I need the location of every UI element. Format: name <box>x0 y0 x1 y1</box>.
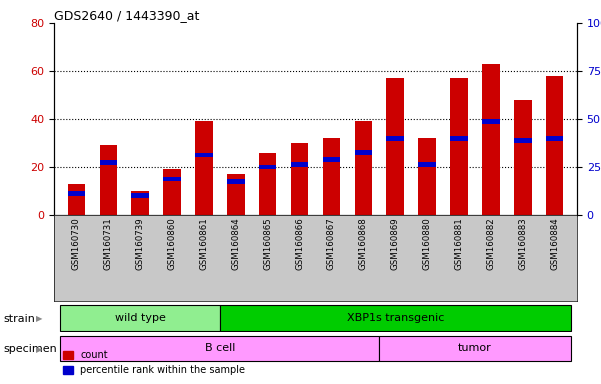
Bar <box>227 179 245 184</box>
Text: GSM160864: GSM160864 <box>231 218 240 270</box>
Bar <box>220 305 570 331</box>
Bar <box>450 136 468 141</box>
Bar <box>61 305 220 331</box>
Text: GSM160884: GSM160884 <box>550 218 559 270</box>
Legend: count, percentile rank within the sample: count, percentile rank within the sample <box>59 346 249 379</box>
Text: XBP1s transgenic: XBP1s transgenic <box>347 313 444 323</box>
Bar <box>514 138 531 143</box>
Bar <box>259 165 276 169</box>
Bar <box>259 152 276 215</box>
Text: GSM160739: GSM160739 <box>136 218 145 270</box>
Bar <box>195 152 213 157</box>
Bar <box>68 184 85 215</box>
Bar <box>291 162 308 167</box>
Bar <box>163 169 181 215</box>
Text: GSM160868: GSM160868 <box>359 218 368 270</box>
Text: GSM160867: GSM160867 <box>327 218 336 270</box>
Bar <box>386 136 404 141</box>
Bar <box>546 136 563 141</box>
Text: GSM160730: GSM160730 <box>72 218 81 270</box>
Text: wild type: wild type <box>115 313 166 323</box>
Bar <box>100 160 117 165</box>
Bar <box>355 121 372 215</box>
Bar <box>418 162 436 167</box>
Text: GSM160860: GSM160860 <box>168 218 177 270</box>
Bar <box>323 138 340 215</box>
Text: tumor: tumor <box>458 343 492 354</box>
Text: GSM160865: GSM160865 <box>263 218 272 270</box>
Text: GSM160882: GSM160882 <box>486 218 495 270</box>
Bar <box>450 78 468 215</box>
Bar <box>132 194 149 198</box>
Bar <box>355 150 372 155</box>
Text: GSM160881: GSM160881 <box>454 218 463 270</box>
Bar <box>482 64 499 215</box>
Text: ▶: ▶ <box>36 345 43 354</box>
Bar <box>195 121 213 215</box>
Text: GSM160866: GSM160866 <box>295 218 304 270</box>
Bar <box>386 78 404 215</box>
Bar <box>68 191 85 196</box>
Text: GSM160883: GSM160883 <box>518 218 527 270</box>
Bar <box>482 119 499 124</box>
Bar <box>291 143 308 215</box>
Text: B cell: B cell <box>205 343 235 354</box>
Bar <box>132 191 149 215</box>
Text: GDS2640 / 1443390_at: GDS2640 / 1443390_at <box>54 9 200 22</box>
Text: specimen: specimen <box>3 344 56 354</box>
Bar <box>514 100 531 215</box>
Bar <box>163 177 181 182</box>
Bar <box>227 174 245 215</box>
Bar <box>379 336 570 361</box>
Bar <box>100 146 117 215</box>
Bar <box>323 157 340 162</box>
Text: GSM160731: GSM160731 <box>104 218 113 270</box>
Text: GSM160861: GSM160861 <box>200 218 209 270</box>
Text: strain: strain <box>3 314 35 324</box>
Bar <box>61 336 379 361</box>
Text: GSM160880: GSM160880 <box>423 218 432 270</box>
Text: ▶: ▶ <box>36 314 43 323</box>
Bar <box>418 138 436 215</box>
Text: GSM160869: GSM160869 <box>391 218 400 270</box>
Bar <box>546 76 563 215</box>
